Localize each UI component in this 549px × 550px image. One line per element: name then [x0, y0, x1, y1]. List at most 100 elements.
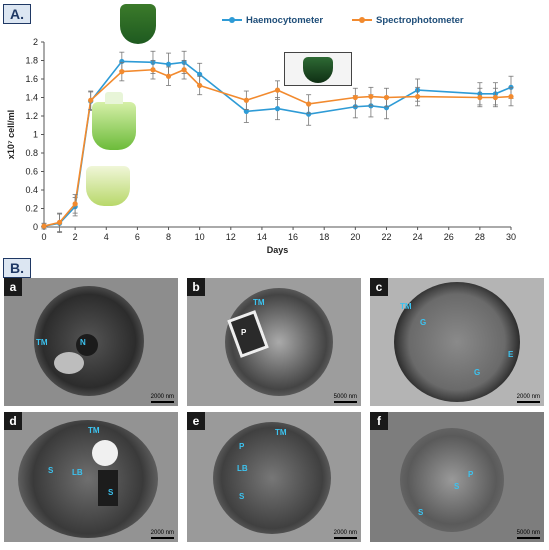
label-p: P: [241, 328, 247, 337]
label-n: N: [80, 338, 86, 347]
label-s-2: S: [418, 508, 424, 517]
label-tm: TM: [400, 302, 412, 311]
label-lb: LB: [72, 468, 83, 477]
y-tick-label: 1.6: [25, 74, 38, 84]
growth-chart: 00.20.40.60.811.21.41.61.820 2 4 6 8 10 12 14 16…: [6, 37, 516, 255]
x-tick-label: 4: [104, 232, 109, 242]
micrograph-a: a TM N 2000 nm: [4, 278, 178, 406]
lipid-body: [92, 440, 118, 466]
vacuole: [54, 352, 84, 374]
label-tm: TM: [253, 298, 265, 307]
panel-a-label: A.: [3, 4, 31, 24]
flask-neck: [105, 92, 123, 104]
label-s: S: [239, 492, 245, 501]
label-g-2: G: [474, 368, 481, 377]
scale-bar: 5000 nm: [516, 530, 540, 539]
data-point-1: [352, 94, 358, 101]
label-tm: TM: [275, 428, 287, 437]
pyrenoid: [98, 470, 118, 506]
y-tick-label: 0.4: [25, 185, 38, 195]
data-point-0: [165, 61, 172, 67]
x-tick-label: 14: [257, 232, 267, 242]
data-point-1: [150, 67, 156, 73]
micrograph-c: c TM G E G 2000 nm: [370, 278, 544, 406]
micrograph-tag: e: [187, 412, 205, 430]
label-g: G: [420, 318, 427, 327]
data-point-1: [72, 201, 78, 207]
data-point-1: [477, 94, 483, 101]
scale-text: 2000 nm: [333, 530, 357, 536]
scale-bar: 2000 nm: [150, 530, 174, 539]
x-tick-label: 10: [195, 232, 205, 242]
y-tick-label: 1.2: [25, 111, 38, 121]
micrograph-tag: a: [4, 278, 22, 296]
data-point-1: [274, 87, 281, 93]
x-tick-label: 26: [444, 232, 454, 242]
x-tick-label: 12: [226, 232, 236, 242]
micrograph-tag: f: [370, 412, 388, 430]
y-tick-label: 0.8: [25, 148, 38, 158]
scale-text: 2000 nm: [150, 394, 174, 400]
data-point-1: [88, 97, 94, 103]
data-point-1: [181, 67, 187, 73]
micrograph-tag: b: [187, 278, 205, 296]
cell-body: [18, 420, 158, 538]
data-point-0: [243, 108, 249, 114]
x-tick-label: 24: [413, 232, 423, 242]
data-point-1: [41, 223, 47, 229]
nucleus: [76, 334, 98, 356]
y-tick-label: 0: [33, 222, 38, 232]
y-tick-label: 2: [33, 37, 38, 47]
x-tick-label: 8: [166, 232, 171, 242]
x-tick-label: 6: [135, 232, 140, 242]
y-tick-label: 0.6: [25, 167, 38, 177]
legend-label-spectrophotometer: Spectrophotometer: [376, 15, 464, 26]
legend-item-haemocytometer: Haemocytometer: [222, 15, 323, 26]
scale-text: 2000 nm: [516, 394, 540, 400]
micrograph-grid: B. a TM N 2000 nm b TM P 5000 nm c TM G …: [0, 258, 549, 550]
data-point-1: [243, 97, 249, 103]
flask-photo-dark-green: [120, 4, 156, 44]
x-tick-label: 28: [475, 232, 485, 242]
scale-text: 5000 nm: [333, 394, 357, 400]
flask-photo-bright-green: [92, 92, 136, 150]
x-tick-label: 16: [288, 232, 298, 242]
y-tick-label: 0.2: [25, 204, 38, 214]
x-tick-label: 20: [350, 232, 360, 242]
flask-photo-light-green: [86, 166, 130, 206]
scale-text: 2000 nm: [150, 530, 174, 536]
scale-text: 5000 nm: [516, 530, 540, 536]
data-point-0: [274, 106, 281, 112]
cell-body: [400, 428, 504, 532]
data-point-1: [197, 82, 203, 89]
flask-photo-inset: [284, 52, 352, 86]
x-tick-label: 22: [381, 232, 391, 242]
scale-bar: 2000 nm: [516, 394, 540, 403]
scale-bar: 2000 nm: [333, 530, 357, 539]
y-axis-label: x10⁷ cell/ml: [6, 110, 16, 159]
x-axis-label: Days: [267, 245, 289, 255]
label-s: S: [454, 482, 460, 491]
data-point-1: [508, 93, 514, 100]
label-s: S: [48, 466, 54, 475]
micrograph-tag: d: [4, 412, 22, 430]
flask-photo-dark: [303, 57, 333, 83]
y-tick-label: 1.8: [25, 56, 38, 66]
legend-label-haemocytometer: Haemocytometer: [246, 15, 324, 26]
micrograph-tag: c: [370, 278, 388, 296]
label-s-2: S: [108, 488, 114, 497]
micrograph-b: b TM P 5000 nm: [187, 278, 361, 406]
label-p: P: [468, 470, 474, 479]
label-lb: LB: [237, 464, 248, 473]
data-point-1: [119, 69, 125, 75]
data-point-1: [492, 94, 499, 101]
label-p: P: [239, 442, 245, 451]
data-point-1: [165, 73, 172, 79]
scale-bar: 2000 nm: [150, 394, 174, 403]
data-point-1: [306, 101, 312, 107]
data-point-1: [56, 219, 63, 225]
x-tick-label: 30: [506, 232, 516, 242]
x-tick-label: 18: [319, 232, 329, 242]
label-e: E: [508, 350, 514, 359]
x-tick-label: 0: [41, 232, 46, 242]
